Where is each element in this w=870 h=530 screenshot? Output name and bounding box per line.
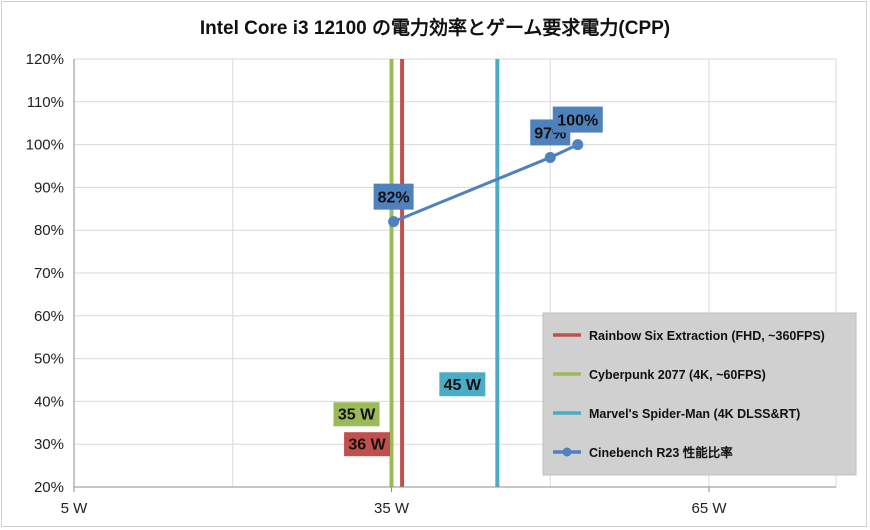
- vertical-line-label: 35 W: [338, 407, 376, 424]
- y-tick-label: 60%: [34, 308, 64, 325]
- y-tick-label: 80%: [34, 222, 64, 239]
- data-point: [388, 216, 400, 228]
- axis-ticks: 20% 30% 40% 50% 60% 70% 80% 90% 100% 110% 120% 5 W 3…: [26, 51, 836, 517]
- legend-label: Cinebench R23 性能比率: [589, 445, 733, 460]
- series-layer: 82%97%100%: [373, 106, 603, 228]
- vertical-line-label-box: [333, 402, 380, 427]
- vertical-line-labels: 36 W 35 W 45 W: [333, 372, 486, 457]
- legend-label: Rainbow Six Extraction (FHD, ~360FPS): [589, 329, 825, 343]
- y-tick-label: 90%: [34, 179, 64, 196]
- vertical-line-label: 45 W: [444, 377, 482, 394]
- vertical-line-label: 36 W: [348, 437, 386, 454]
- data-label: 100%: [557, 113, 598, 130]
- vertical-line-label-box: [344, 432, 391, 457]
- x-tick-label: 65 W: [691, 500, 727, 517]
- y-tick-label: 30%: [34, 436, 64, 453]
- y-tick-label: 70%: [34, 265, 64, 282]
- x-tick-label: 5 W: [61, 500, 89, 517]
- legend-label: Marvel's Spider-Man (4K DLSS&RT): [589, 407, 800, 421]
- data-label-box: [373, 183, 414, 210]
- x-tick-label: 35 W: [374, 500, 410, 517]
- y-tick-label: 50%: [34, 351, 64, 368]
- legend-box: [542, 312, 857, 476]
- data-label-box: [552, 106, 603, 133]
- legend: Rainbow Six Extraction (FHD, ~360FPS) Cyb…: [542, 312, 857, 476]
- y-tick-label: 40%: [34, 393, 64, 410]
- y-tick-label: 100%: [26, 137, 64, 154]
- chart-title: Intel Core i3 12100 の電力効率とゲーム要求電力(CPP): [200, 16, 670, 39]
- legend-label: Cyberpunk 2077 (4K, ~60FPS): [589, 368, 766, 382]
- data-label: 82%: [378, 190, 410, 207]
- y-tick-label: 110%: [27, 94, 64, 111]
- vertical-lines: [389, 59, 500, 487]
- data-point: [544, 151, 556, 163]
- legend-marker: [562, 447, 572, 457]
- y-tick-label: 20%: [34, 479, 64, 496]
- y-tick-label: 120%: [26, 51, 64, 68]
- data-point: [572, 139, 584, 151]
- vertical-line-label-box: [439, 372, 486, 397]
